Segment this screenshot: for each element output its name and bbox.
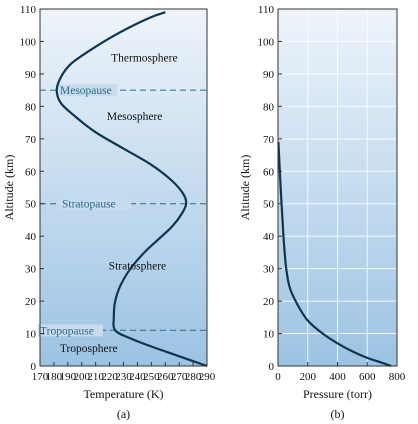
temperature-x-axis-label: Temperature (K) — [83, 387, 163, 401]
y-tick-label: 80 — [263, 101, 275, 113]
y-tick-label: 60 — [263, 166, 275, 178]
y-tick-label: 70 — [263, 134, 275, 146]
x-tick-label: 240 — [129, 371, 146, 383]
x-tick-label: 280 — [185, 371, 202, 383]
boundary-label: Tropopause — [40, 325, 94, 337]
y-tick-label: 0 — [31, 361, 37, 373]
temperature-curve — [55, 11, 208, 368]
boundary-label-backdrop — [38, 324, 103, 337]
temperature-y-axis-label: Altitude (km) — [2, 155, 16, 221]
pressure-panel: 0 200 400 600 800 0102030405060708090100110 … — [238, 4, 406, 421]
temperature-panel: Mesopause Stratopause Tropopause Thermosph… — [2, 4, 216, 421]
y-tick-label: 110 — [258, 4, 275, 16]
x-tick-label: 270 — [171, 371, 188, 383]
x-tick-label: 200 — [74, 371, 91, 383]
layer-label: Stratosphere — [109, 260, 166, 272]
layer-label: Thermosphere — [111, 53, 177, 65]
pressure-y-axis-label: Altitude (km) — [238, 155, 252, 221]
x-tick-label: 200 — [300, 371, 317, 383]
boundary-label-backdrop — [58, 84, 117, 97]
y-tick-label: 90 — [263, 69, 275, 81]
x-tick-label: 260 — [157, 371, 174, 383]
y-tick-label: 80 — [25, 101, 37, 113]
x-tick-label: 400 — [329, 371, 346, 383]
pressure-x-axis-label: Pressure (torr) — [303, 387, 372, 401]
x-tick-label: 230 — [115, 371, 132, 383]
pressure-curve — [277, 142, 392, 368]
y-tick-label: 40 — [25, 231, 37, 243]
y-tick-label: 0 — [269, 361, 275, 373]
x-tick-label: 220 — [101, 371, 118, 383]
y-tick-label: 110 — [20, 4, 37, 16]
boundary-label-backdrop — [60, 197, 132, 210]
x-tick-label: 290 — [199, 371, 216, 383]
y-tick-label: 100 — [20, 36, 37, 48]
y-tick-label: 10 — [263, 329, 275, 341]
panel-a-label: (a) — [117, 407, 130, 421]
x-tick-label: 190 — [60, 371, 77, 383]
y-tick-label: 20 — [25, 296, 37, 308]
x-tick-label: 800 — [389, 371, 406, 383]
layer-label: Troposphere — [60, 343, 118, 355]
y-tick-label: 20 — [263, 296, 275, 308]
x-tick-label: 210 — [87, 371, 104, 383]
y-tick-label: 60 — [25, 166, 37, 178]
y-tick-label: 50 — [25, 199, 37, 211]
y-tick-label: 100 — [258, 36, 275, 48]
y-tick-label: 30 — [263, 264, 275, 276]
layer-label: Mesosphere — [107, 111, 163, 123]
y-tick-label: 70 — [25, 134, 37, 146]
x-tick-label: 0 — [275, 371, 281, 383]
boundary-label: Mesopause — [60, 85, 112, 97]
x-tick-label: 180 — [46, 371, 63, 383]
boundary-label: Stratopause — [62, 199, 116, 211]
x-tick-label: 250 — [143, 371, 160, 383]
y-tick-label: 40 — [263, 231, 275, 243]
y-tick-label: 10 — [25, 329, 37, 341]
x-tick-label: 600 — [359, 371, 376, 383]
y-tick-label: 90 — [25, 69, 37, 81]
y-tick-label: 30 — [25, 264, 37, 276]
x-tick-label: 170 — [32, 371, 49, 383]
y-tick-label: 50 — [263, 199, 275, 211]
panel-b-label: (b) — [331, 407, 345, 421]
